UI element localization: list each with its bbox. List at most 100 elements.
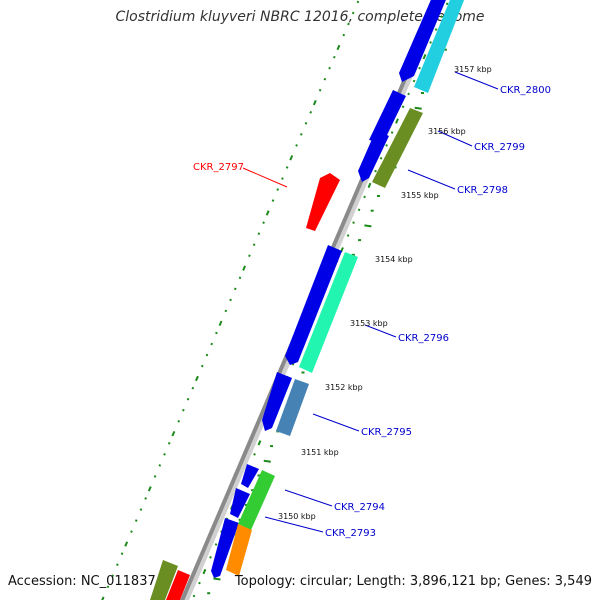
scale-tick <box>364 224 372 228</box>
gc-dot <box>374 169 377 173</box>
scale-label-3150: 3150 kbp <box>278 512 316 521</box>
gc-dot <box>323 77 327 81</box>
gene-feature-inner-5[interactable] <box>262 372 292 431</box>
gene-feature-ckr-2797[interactable] <box>306 173 340 231</box>
scale-label-3153: 3153 kbp <box>350 319 388 328</box>
gc-dot <box>379 156 383 160</box>
gc-dot <box>289 155 294 161</box>
gc-dot <box>440 15 443 18</box>
gene-label-ckr-2794[interactable]: CKR_2794 <box>334 502 385 513</box>
gc-dot <box>318 88 322 92</box>
gc-dot <box>401 105 405 109</box>
gene-label-ckr-2796[interactable]: CKR_2796 <box>398 333 449 344</box>
gene-feature-ckr-2793[interactable] <box>226 524 252 576</box>
gc-dot <box>233 287 237 291</box>
gc-dot <box>257 440 262 446</box>
gene-label-ckr-2798[interactable]: CKR_2798 <box>457 185 508 196</box>
gc-dot <box>418 66 421 70</box>
gene-feature-inner-2[interactable] <box>369 90 406 143</box>
gc-dot <box>144 497 147 500</box>
scale-tick <box>213 577 221 581</box>
topology-summary: Topology: circular; Length: 3,896,121 bp… <box>234 574 592 589</box>
gc-dot <box>192 594 196 598</box>
gene-feature-ckr-2794[interactable] <box>238 470 275 530</box>
gc-dot <box>242 265 247 271</box>
gc-dot <box>153 475 157 478</box>
gc-dot <box>248 254 251 258</box>
gc-dot <box>171 430 176 437</box>
gc-dot <box>352 221 355 224</box>
gene-feature-inner-4[interactable] <box>285 245 342 365</box>
gc-dot <box>412 79 416 83</box>
gc-dot <box>328 66 331 70</box>
gc-dot <box>120 552 124 555</box>
gc-dot <box>186 397 190 401</box>
gene-feature-inner-3[interactable] <box>358 130 389 182</box>
gc-dot <box>253 453 256 456</box>
gc-dot <box>182 408 185 412</box>
gc-dot <box>422 53 427 60</box>
gc-dot <box>342 33 346 37</box>
leader-lines <box>242 71 499 533</box>
gene-label-ckr-2799[interactable]: CKR_2799 <box>474 142 525 153</box>
gene-label-ckr-2795[interactable]: CKR_2795 <box>361 427 412 438</box>
gc-dot <box>224 309 228 313</box>
gene-feature-ckr-2800[interactable] <box>414 0 466 93</box>
gene-feature-ckr-2799[interactable] <box>372 108 423 188</box>
gc-dot <box>167 442 171 445</box>
gene-feature-red-2[interactable] <box>166 570 190 600</box>
gene-feature-inner-6[interactable] <box>241 464 259 488</box>
gene-feature-olive-2[interactable] <box>150 560 178 600</box>
gc-dot <box>309 110 313 114</box>
gc-dot <box>262 221 265 224</box>
scale-label-3152: 3152 kbp <box>325 383 363 392</box>
gc-dot <box>158 464 162 467</box>
gene-feature-ckr-2796[interactable] <box>299 252 358 373</box>
gene-label-ckr-2793[interactable]: CKR_2793 <box>325 528 376 539</box>
gc-dot <box>116 563 119 567</box>
gene-feature-inner-8[interactable] <box>211 518 239 578</box>
gc-dot <box>130 530 133 533</box>
gc-dot <box>205 353 209 357</box>
gene-label-ckr-2800[interactable]: CKR_2800 <box>500 85 551 96</box>
scale-label-3155: 3155 kbp <box>401 191 439 200</box>
gc-dot <box>367 182 372 189</box>
gc-dot <box>285 166 289 169</box>
scale-tick <box>263 459 271 463</box>
scale-label-3151: 3151 kbp <box>301 448 339 457</box>
gc-dot <box>214 543 218 546</box>
gc-dot <box>357 208 361 212</box>
gc-dot <box>202 568 207 575</box>
gc-dot <box>445 2 449 6</box>
gc-dot <box>200 364 204 368</box>
gc-dot <box>429 41 432 44</box>
gc-dot <box>195 375 199 382</box>
gc-dot <box>210 342 213 346</box>
gc-dot <box>124 541 129 547</box>
gc-dot <box>351 11 355 15</box>
gc-dot <box>271 199 275 202</box>
scale-tick <box>414 106 422 110</box>
gc-dot <box>106 585 110 589</box>
gene-feature-inner-1[interactable] <box>399 0 448 82</box>
gc-dot <box>163 453 166 456</box>
gene-label-ckr-2797[interactable]: CKR_2797 <box>193 162 244 173</box>
gene-feature-ckr-2795[interactable] <box>276 379 309 436</box>
scale-labels: 3157 kbp 3156 kbp 3155 kbp 3154 kbp 3153… <box>278 65 492 521</box>
accession-text: Accession: NC_011837 <box>8 574 156 589</box>
gc-dot <box>332 55 336 59</box>
gc-dot <box>407 92 410 96</box>
gc-dot <box>229 298 232 302</box>
gc-dot <box>147 486 152 492</box>
gc-dot <box>101 596 105 600</box>
gc-dot <box>191 386 195 390</box>
gc-dot <box>252 243 256 247</box>
gc-dot <box>346 234 350 237</box>
gc-dot <box>215 331 218 335</box>
gc-dot <box>139 508 143 511</box>
gene-feature-inner-7[interactable] <box>230 488 250 518</box>
scale-label-3156: 3156 kbp <box>428 127 466 136</box>
gc-dot <box>238 276 242 280</box>
gc-dot <box>299 133 303 136</box>
